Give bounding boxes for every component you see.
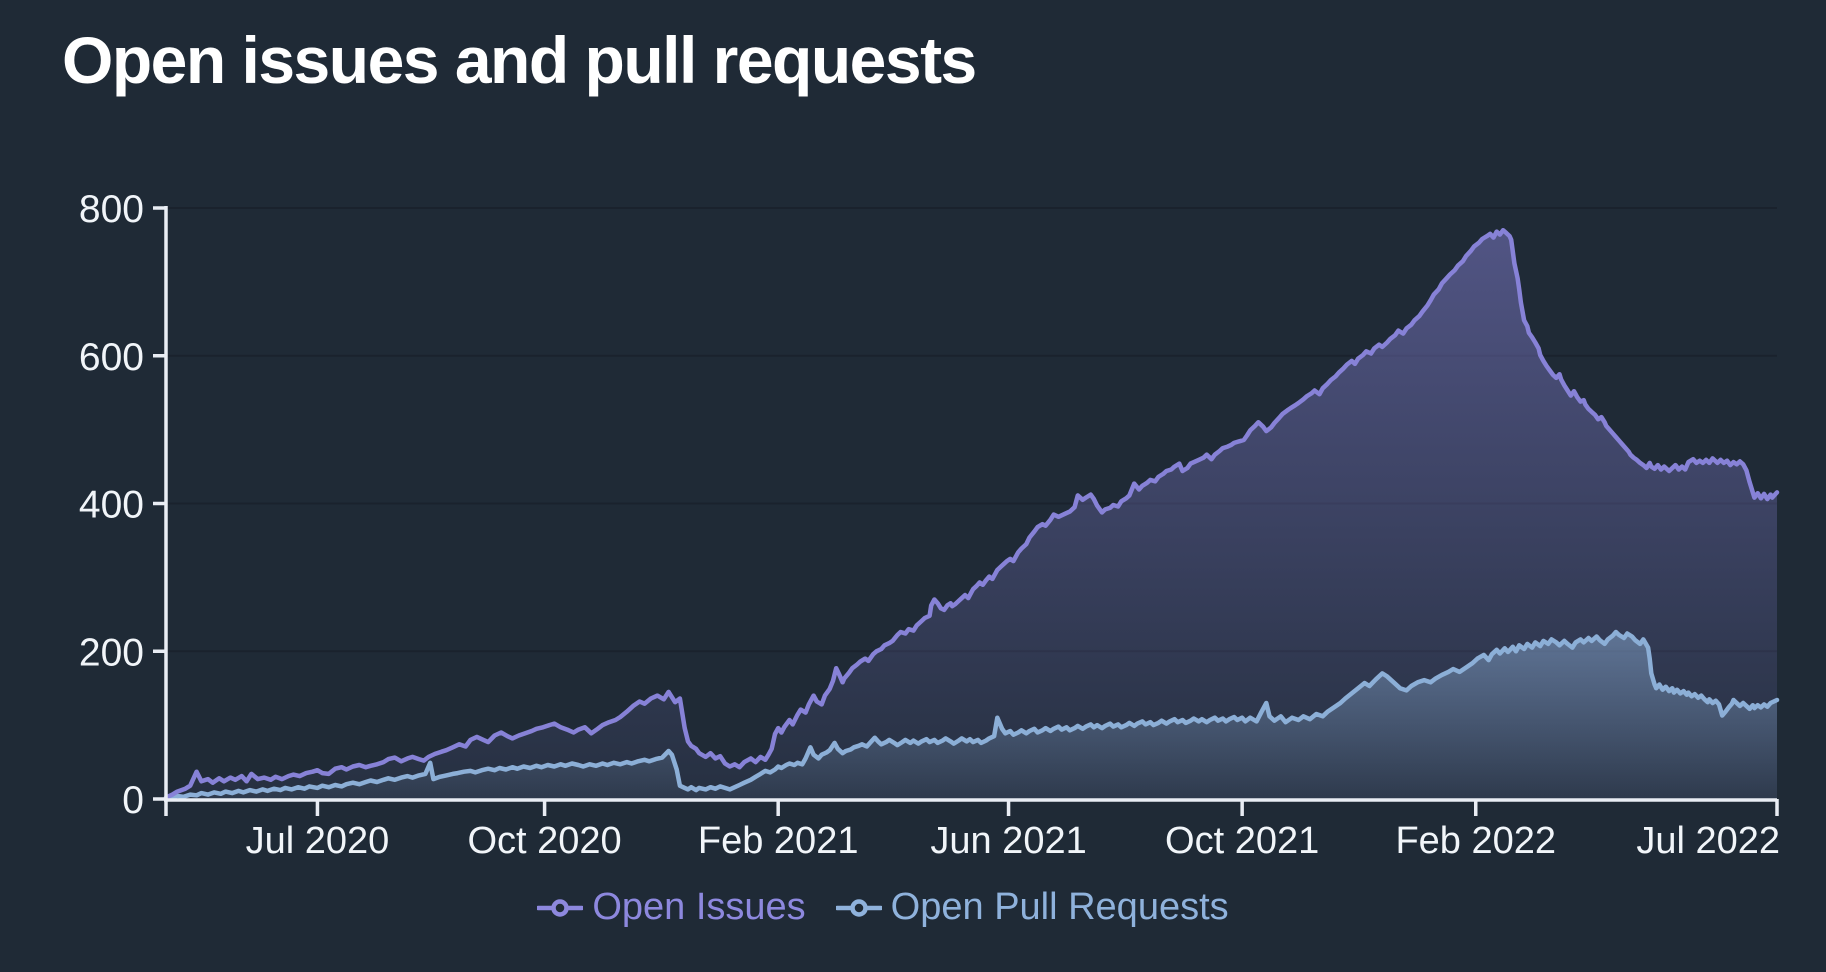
x-tick-label: Feb 2021	[698, 820, 859, 862]
open-issues-area	[166, 230, 1777, 799]
open-pull-requests-line	[163, 629, 1780, 802]
y-tick-label: 400	[79, 484, 144, 527]
y-tick-label: 0	[122, 779, 144, 822]
x-tick-label: Jul 2022	[1636, 820, 1780, 862]
x-tick-label: Jul 2020	[246, 820, 390, 862]
legend-line-marker-icon	[537, 898, 584, 917]
open-issues-line	[163, 227, 1780, 800]
legend-item-open-pull-requests[interactable]: Open Pull Requests	[835, 886, 1229, 929]
y-tick-label: 800	[79, 188, 144, 231]
y-tick-label: 600	[79, 336, 144, 379]
legend-label: Open Issues	[592, 886, 806, 928]
legend-label: Open Pull Requests	[890, 886, 1229, 928]
x-tick-label: Feb 2022	[1395, 820, 1556, 862]
legend-item-open-issues[interactable]: Open Issues	[537, 886, 806, 929]
x-tick-label: Jun 2021	[930, 820, 1086, 862]
chart-legend: Open Issues Open Pull Requests	[0, 886, 1766, 929]
open-pull-requests-area	[166, 632, 1777, 799]
page-title: Open issues and pull requests	[62, 23, 977, 97]
y-tick-label: 200	[79, 631, 144, 674]
x-tick-label: Oct 2020	[467, 820, 621, 862]
x-tick-label: Oct 2021	[1165, 820, 1319, 862]
legend-line-marker-icon	[835, 898, 882, 917]
